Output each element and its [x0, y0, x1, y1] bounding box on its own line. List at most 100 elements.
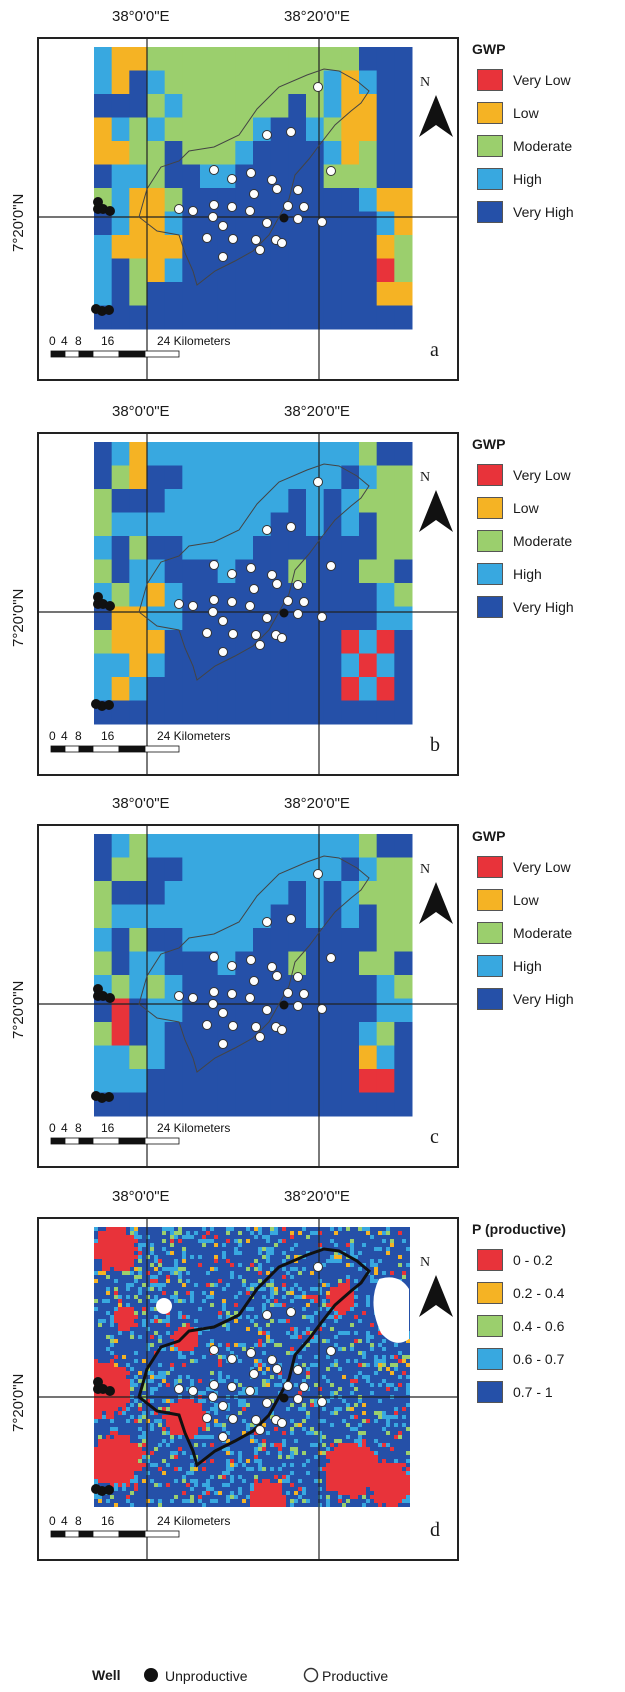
legend-swatch — [477, 955, 503, 977]
productive-well-marker — [262, 525, 272, 535]
unproductive-well-marker — [104, 1485, 114, 1495]
productive-well-marker — [174, 599, 184, 609]
legend-swatch — [477, 1249, 503, 1271]
legend-label: High — [513, 171, 542, 187]
productive-well-marker — [286, 127, 296, 137]
legend-label: Very Low — [513, 72, 571, 88]
productive-well-marker — [267, 1355, 277, 1365]
productive-well-marker — [218, 616, 228, 626]
scale-bar-segment — [78, 1530, 94, 1538]
productive-well-marker — [251, 630, 261, 640]
legend-swatch — [477, 102, 503, 124]
north-arrow-icon — [419, 95, 453, 137]
productive-well-marker — [326, 1346, 336, 1356]
scale-bar-segment — [78, 1137, 94, 1145]
legend-label: 0 - 0.2 — [513, 1252, 553, 1268]
scale-bar-segment — [144, 1137, 180, 1145]
productive-well-marker — [299, 597, 309, 607]
productive-well-marker — [227, 597, 237, 607]
legend-item: 0 - 0.2 — [477, 1247, 553, 1273]
productive-well-marker — [209, 987, 219, 997]
productive-well-marker — [209, 1345, 219, 1355]
legend-label: Very High — [513, 204, 574, 220]
productive-well-marker — [227, 1382, 237, 1392]
productive-well-marker — [317, 612, 327, 622]
productive-well-marker — [293, 609, 303, 619]
scale-bar-tick-label: 0 — [49, 334, 56, 348]
productive-well-marker — [209, 560, 219, 570]
legend-label: Very Low — [513, 467, 571, 483]
scale-bar-segment — [50, 745, 66, 753]
productive-well-marker — [262, 1398, 272, 1408]
productive-well-marker — [228, 629, 238, 639]
productive-well-marker — [246, 563, 256, 573]
productive-well-marker — [251, 1415, 261, 1425]
productive-well-marker — [293, 1365, 303, 1375]
legend-item: High — [477, 953, 542, 979]
scale-bar-tick-label: 8 — [75, 334, 82, 348]
productive-well-marker — [245, 1386, 255, 1396]
legend-label: Moderate — [513, 533, 573, 549]
productive-well-marker — [218, 252, 228, 262]
productive-well-marker — [313, 477, 323, 487]
legend-label: Low — [513, 500, 539, 516]
productive-well-marker — [277, 1418, 287, 1428]
scale-bar-segment — [78, 350, 94, 358]
productive-well-marker — [293, 185, 303, 195]
scale-bar-tick-label: 0 — [49, 729, 56, 743]
productive-well-marker — [299, 202, 309, 212]
scale-bar-tick-label: 8 — [75, 1121, 82, 1135]
scale-bar-segment — [144, 1530, 180, 1538]
legend-swatch — [477, 1348, 503, 1370]
productive-well-marker — [262, 1310, 272, 1320]
productive-well-marker — [299, 1382, 309, 1392]
north-label: N — [420, 470, 431, 485]
legend-item: 0.6 - 0.7 — [477, 1346, 564, 1372]
productive-well-marker — [218, 221, 228, 231]
north-label: N — [420, 1255, 431, 1270]
scale-bar-segment — [50, 1137, 66, 1145]
productive-well-marker — [262, 1005, 272, 1015]
productive-well-marker — [202, 1413, 212, 1423]
map-panel-c: 38°0'0"E 38°20'0"E 7°20'0"N 0 4 8 16 24 Kilomet… — [0, 787, 625, 1177]
scale-bar-segment — [92, 745, 120, 753]
scale-bar-segment — [92, 1530, 120, 1538]
scale-bar-tick-label: 24 Kilometers — [157, 1514, 230, 1528]
productive-well-marker — [218, 1039, 228, 1049]
legend-label: 0.4 - 0.6 — [513, 1318, 565, 1334]
productive-well-marker — [283, 201, 293, 211]
productive-well-marker — [283, 1381, 293, 1391]
productive-well-marker — [227, 961, 237, 971]
legend-item: Moderate — [477, 528, 572, 554]
unproductive-well-marker — [91, 304, 101, 314]
panel-letter: c — [430, 1126, 439, 1148]
legend-swatch — [477, 1282, 503, 1304]
longitude-label-west: 38°0'0"E — [112, 8, 170, 25]
scale-bar-tick-label: 0 — [49, 1121, 56, 1135]
unproductive-well-marker — [279, 1000, 289, 1010]
productive-well-marker — [293, 972, 303, 982]
scale-bar-tick-label: 24 Kilometers — [157, 1121, 230, 1135]
productive-well-marker — [293, 1001, 303, 1011]
productive-well-marker — [209, 1380, 219, 1390]
map-panel-a: 38°0'0"E 38°20'0"E 7°20'0"N 0 4 8 16 24 Kilomet… — [0, 0, 625, 390]
productive-well-marker — [283, 596, 293, 606]
scale-bar-segment — [118, 1530, 146, 1538]
productive-well-marker — [313, 82, 323, 92]
productive-well-marker — [208, 212, 218, 222]
unproductive-well-marker — [93, 197, 103, 207]
catchment-boundary — [137, 1247, 371, 1468]
legend-label: 0.2 - 0.4 — [513, 1285, 565, 1301]
productive-well-marker — [313, 1262, 323, 1272]
legend-label: Very High — [513, 991, 574, 1007]
productive-well-marker — [286, 1307, 296, 1317]
scale-bar-segment — [118, 1137, 146, 1145]
productive-well-marker — [262, 130, 272, 140]
unproductive-well-marker — [105, 206, 115, 216]
map-canvas: 0 4 8 16 24 Kilometers — [39, 826, 457, 1166]
productive-well-marker — [255, 640, 265, 650]
legend-title: GWP — [472, 41, 506, 57]
scale-bar-tick-label: 8 — [75, 1514, 82, 1528]
unproductive-well-marker — [279, 213, 289, 223]
legend-swatch — [477, 168, 503, 190]
